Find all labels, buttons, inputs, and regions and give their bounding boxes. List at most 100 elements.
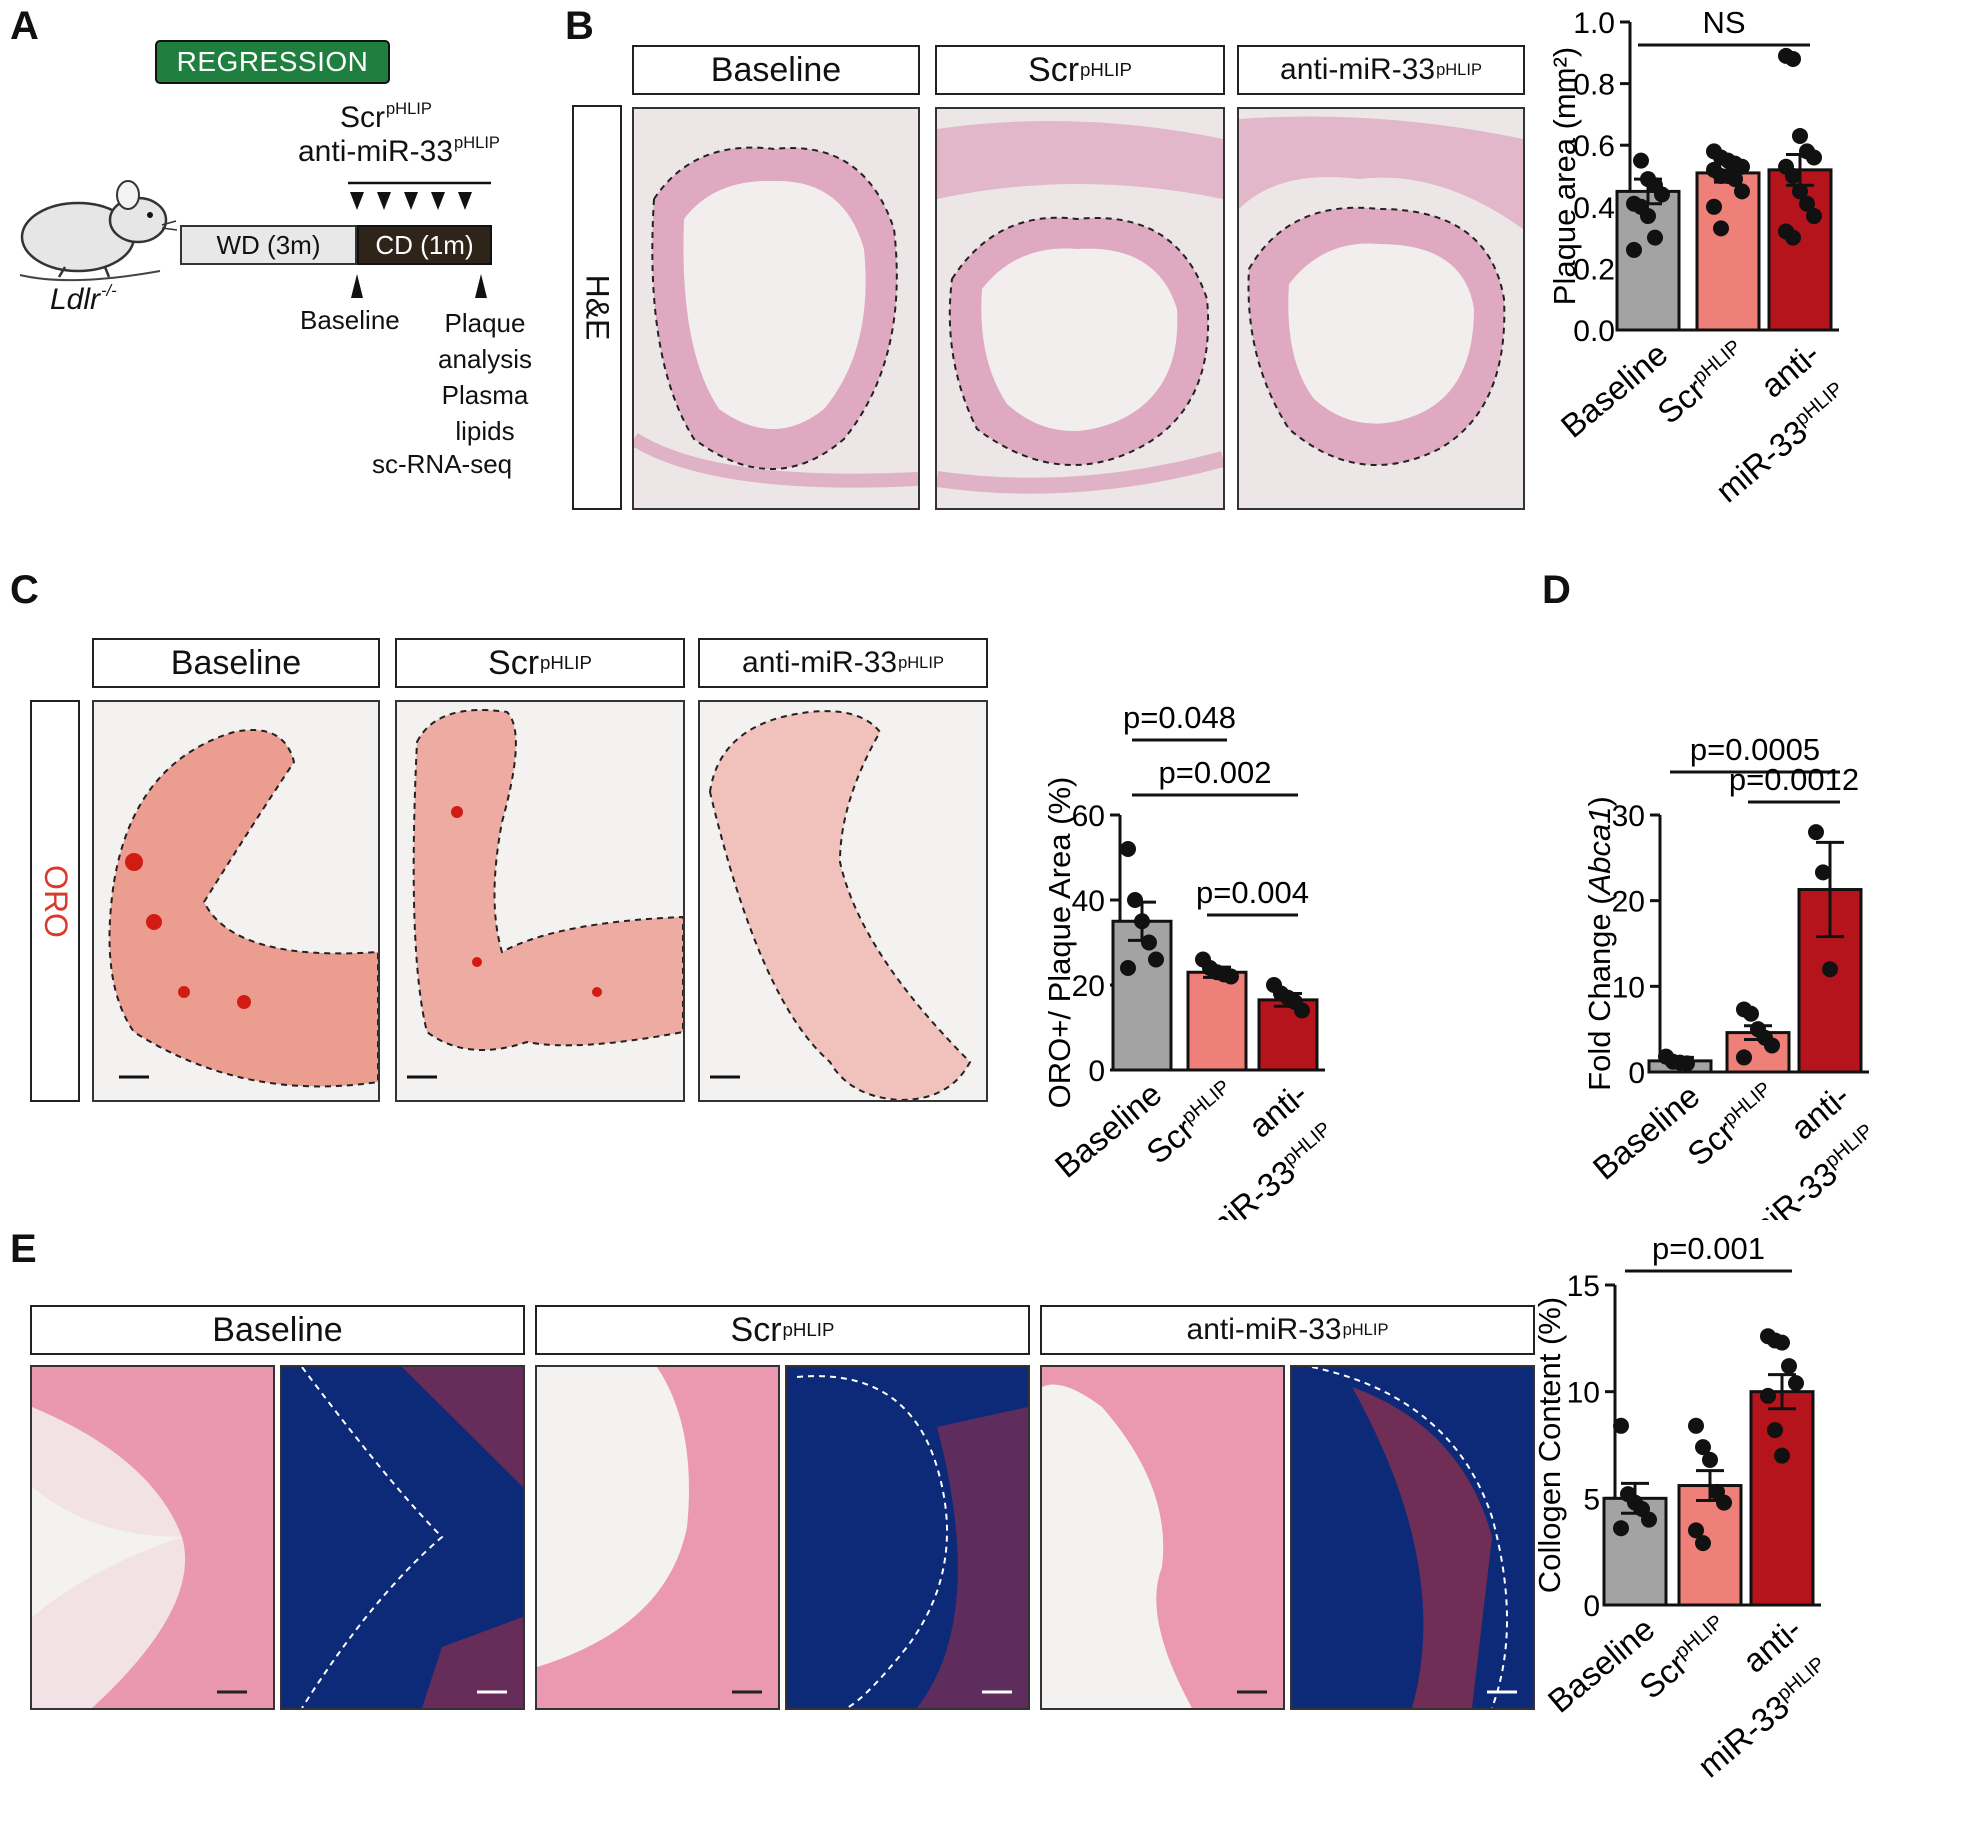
panel-label-c: C xyxy=(10,568,39,612)
y-tick-label: 0.2 xyxy=(1573,253,1615,286)
header-text: Scr xyxy=(1028,50,1080,89)
data-point xyxy=(1613,1520,1629,1537)
stain-label-oro: ORO xyxy=(30,700,80,1102)
data-point xyxy=(1822,961,1838,978)
data-point xyxy=(1767,1422,1783,1439)
data-point xyxy=(1640,208,1656,225)
header-text: Baseline xyxy=(170,643,302,682)
cd-label: CD (1m) xyxy=(375,229,474,260)
header-text: Scr xyxy=(488,643,540,682)
data-point xyxy=(1148,951,1164,968)
scr-text: Scr xyxy=(340,101,385,135)
data-point xyxy=(1688,1522,1704,1539)
header-text: Baseline xyxy=(212,1310,343,1349)
header-anti: anti-miR-33 pHLIP xyxy=(698,638,988,688)
mouse-strain-text: Ldlr xyxy=(50,283,101,317)
data-point xyxy=(1626,241,1642,258)
data-point xyxy=(1713,220,1729,237)
stain-text: H&E xyxy=(579,274,616,341)
data-point xyxy=(1613,1417,1629,1434)
significance-label: p=0.001 xyxy=(1652,1231,1765,1266)
chart-plot-group: 0.0 0.2 0.4 0.6 0.8 1.0 Plaque area (mm²) Basel… xyxy=(1547,5,1848,509)
data-point xyxy=(1788,1375,1804,1392)
baseline-timepoint-label: Baseline xyxy=(300,305,400,335)
data-point xyxy=(1716,1494,1732,1511)
data-point xyxy=(1764,1037,1780,1054)
header-text: anti-miR-33 xyxy=(1280,53,1436,86)
header-text: anti-miR-33 xyxy=(1186,1313,1342,1346)
data-point xyxy=(1120,960,1136,976)
sirius-polarized-baseline xyxy=(280,1365,525,1710)
y-tick-label: 30 xyxy=(1612,800,1645,833)
data-point xyxy=(1688,1417,1704,1434)
sirius-brightfield-scr xyxy=(535,1365,780,1710)
data-point xyxy=(1679,1055,1695,1072)
header-scr: Scr pHLIP xyxy=(935,45,1225,95)
he-image-baseline xyxy=(632,107,920,510)
mouse-strain-label: Ldlr-/- xyxy=(50,282,117,317)
data-point xyxy=(1695,1439,1711,1456)
x-tick-label: Baseline xyxy=(1586,1077,1707,1187)
data-point xyxy=(1127,892,1143,908)
sirius-polarized-anti xyxy=(1290,1365,1535,1710)
data-point xyxy=(1736,1049,1752,1066)
data-point xyxy=(1294,1002,1310,1019)
y-axis-label: Fold Change (Abca1) xyxy=(1582,796,1617,1091)
panel-label-b: B xyxy=(565,4,594,48)
data-point xyxy=(1774,1334,1790,1351)
y-tick-label: 0.0 xyxy=(1573,315,1615,348)
data-point xyxy=(1760,1387,1776,1404)
data-point xyxy=(1785,229,1801,246)
y-tick-label: 0 xyxy=(1583,1590,1600,1623)
data-point xyxy=(1808,824,1824,841)
data-point xyxy=(1785,168,1801,184)
significance-label: p=0.002 xyxy=(1159,755,1272,790)
oro-image-scr xyxy=(395,700,685,1102)
timepoint-arrows-icon xyxy=(351,274,487,298)
wd-label: WD (3m) xyxy=(216,229,321,260)
header-anti: anti-miR-33 pHLIP xyxy=(1040,1305,1535,1355)
header-scr: Scr pHLIP xyxy=(535,1305,1030,1355)
y-tick-label: 20 xyxy=(1612,886,1645,919)
x-tick-label: Baseline xyxy=(1554,335,1675,445)
y-axis-label: Collogen Content (%) xyxy=(1532,1297,1567,1593)
y-tick-label: 1.0 xyxy=(1573,7,1615,40)
mouse-icon xyxy=(19,180,178,282)
timeline-cd-segment: CD (1m) xyxy=(357,225,492,265)
anti-sup: pHLIP xyxy=(454,134,500,152)
y-tick-label: 0.8 xyxy=(1573,69,1615,102)
x-tick-label: Baseline xyxy=(1541,1610,1662,1720)
timeline-wd-segment: WD (3m) xyxy=(180,225,357,265)
injection-arrows-icon xyxy=(348,181,491,210)
significance-label: p=0.0012 xyxy=(1729,762,1859,797)
data-point xyxy=(1774,1447,1790,1464)
header-text: anti-miR-33 xyxy=(742,646,898,679)
he-image-anti xyxy=(1237,107,1525,510)
data-point xyxy=(1223,968,1239,985)
header-sup: pHLIP xyxy=(898,653,944,672)
data-point xyxy=(1734,183,1750,200)
readout-item: analysis xyxy=(438,344,532,374)
y-tick-label: 15 xyxy=(1567,1270,1600,1303)
readout-item: lipids xyxy=(455,416,515,446)
data-point xyxy=(1743,1005,1759,1022)
y-tick-label: 0 xyxy=(1628,1057,1645,1090)
y-axis-label: Plaque area (mm²) xyxy=(1547,47,1582,305)
scr-sup: pHLIP xyxy=(386,100,432,118)
data-point xyxy=(1785,50,1801,67)
bar xyxy=(1749,1390,1815,1607)
panel-label-a: A xyxy=(10,4,39,48)
y-tick-label: 0.4 xyxy=(1573,192,1615,225)
y-tick-label: 10 xyxy=(1612,971,1645,1004)
readouts-list: Plaque analysis Plasma lipids xyxy=(420,305,550,449)
x-tick-label: ScrpHLIP xyxy=(1650,335,1754,431)
oro-image-anti xyxy=(698,700,988,1102)
data-point xyxy=(1641,1511,1657,1528)
oro-image-baseline xyxy=(92,700,380,1102)
